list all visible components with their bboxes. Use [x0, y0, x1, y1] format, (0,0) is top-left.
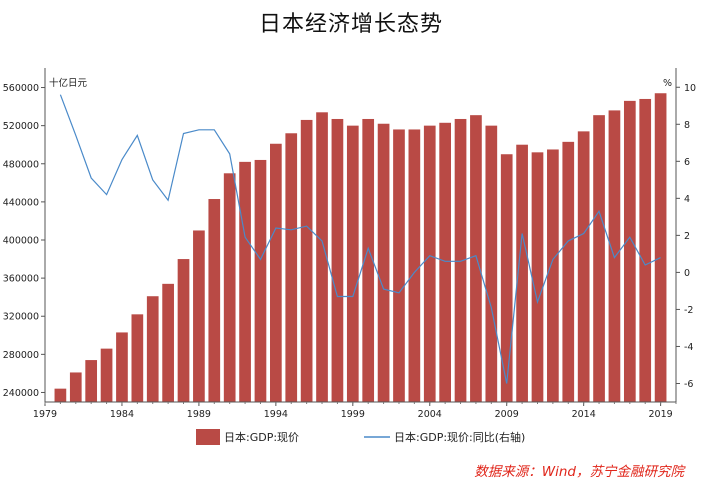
right-tick-label: 0: [684, 268, 690, 279]
bar-1987: [162, 283, 174, 402]
bar-2014: [577, 131, 590, 403]
x-tick-label: 2019: [649, 409, 673, 420]
bar-1990: [208, 199, 221, 402]
source-note: 数据来源：Wind，苏宁金融研究院: [474, 464, 684, 480]
right-tick-label: 6: [684, 157, 690, 168]
right-tick-label: 8: [684, 120, 690, 131]
bar-2018: [639, 98, 652, 402]
right-tick-label: 4: [684, 194, 690, 205]
left-tick-label: 520000: [3, 121, 39, 132]
bar-1997: [316, 112, 328, 403]
bar-1985: [131, 314, 144, 402]
left-tick-label: 240000: [3, 388, 39, 399]
x-tick-label: 1994: [264, 409, 288, 420]
bar-1996: [300, 119, 313, 402]
bar-1982: [85, 360, 98, 402]
left-tick-label: 560000: [3, 83, 39, 94]
x-tick-label: 2014: [572, 409, 596, 420]
bar-2006: [454, 118, 467, 402]
bar-2015: [593, 115, 605, 402]
bar-1989: [193, 230, 205, 402]
bar-1983: [100, 348, 113, 402]
left-tick-label: 280000: [3, 350, 39, 361]
bar-1999: [346, 125, 359, 402]
right-tick-label: 2: [684, 231, 690, 242]
left-tick-label: 400000: [3, 236, 39, 247]
right-tick-label: -2: [684, 305, 693, 316]
bar-2007: [470, 115, 482, 402]
bar-2012: [547, 149, 559, 402]
bar-2001: [377, 123, 390, 402]
bar-1984: [116, 332, 128, 402]
bar-1981: [69, 372, 82, 402]
x-tick-label: 1984: [110, 409, 134, 420]
bar-2010: [516, 144, 528, 403]
legend-swatch-gdp: [196, 429, 220, 445]
growth-line: [59, 94, 661, 384]
right-tick-label: 10: [684, 83, 696, 94]
bar-1994: [270, 143, 282, 403]
right-tick-label: -6: [684, 379, 693, 390]
bars-layer: [54, 93, 667, 403]
bar-1998: [331, 118, 344, 402]
bar-1980: [54, 388, 67, 402]
line-layer: [59, 94, 661, 384]
bar-2011: [531, 152, 544, 402]
x-tick-label: 2009: [495, 409, 519, 420]
legend: 日本:GDP:现价 日本:GDP:现价:同比(右轴): [196, 429, 525, 445]
left-tick-label: 480000: [3, 159, 39, 170]
right-axis-unit: %: [663, 78, 672, 89]
bar-2000: [362, 118, 375, 402]
bar-2002: [393, 129, 405, 403]
left-tick-label: 360000: [3, 274, 39, 285]
bar-2005: [439, 122, 451, 402]
right-tick-label: -4: [684, 342, 693, 353]
x-tick-label: 1989: [187, 409, 211, 420]
bar-1992: [239, 161, 251, 402]
bar-1991: [223, 173, 236, 402]
bar-1986: [146, 296, 159, 402]
bar-1995: [285, 133, 298, 403]
bar-2019: [654, 93, 667, 402]
bar-1993: [254, 159, 267, 402]
left-tick-label: 440000: [3, 197, 39, 208]
legend-label-gdp: 日本:GDP:现价: [224, 430, 299, 444]
legend-label-growth: 日本:GDP:现价:同比(右轴): [394, 430, 525, 444]
x-tick-label: 1999: [341, 409, 365, 420]
x-tick-label: 2004: [418, 409, 442, 420]
left-axis-unit: 十亿日元: [49, 77, 88, 89]
chart-title: 日本经济增长态势: [258, 12, 443, 37]
bar-2008: [485, 125, 498, 402]
bar-2004: [423, 125, 436, 402]
bar-2013: [562, 141, 575, 403]
bar-2017: [623, 100, 636, 402]
x-tick-label: 1979: [33, 409, 57, 420]
left-tick-label: 320000: [3, 312, 39, 323]
bar-2003: [408, 129, 421, 403]
bar-2009: [500, 154, 513, 402]
axes-layer: 240000 280000 320000 360000 400000 440000 4800…: [3, 68, 696, 420]
bar-1988: [177, 259, 190, 402]
